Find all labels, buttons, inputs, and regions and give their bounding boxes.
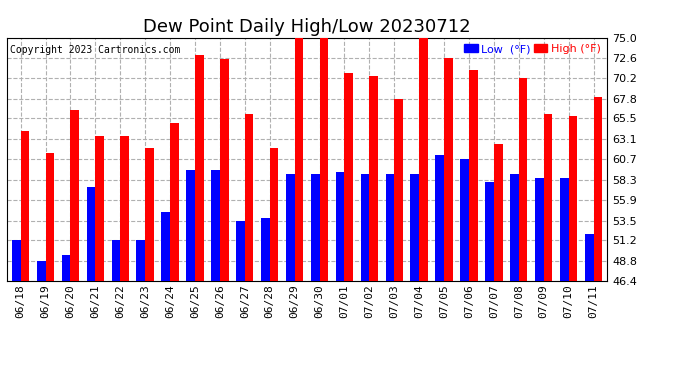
Bar	[70, 110, 79, 375]
Bar	[519, 78, 527, 375]
Bar	[220, 59, 228, 375]
Legend: Low  (°F), High (°F): Low (°F), High (°F)	[460, 40, 605, 58]
Bar	[411, 174, 419, 375]
Bar	[585, 234, 593, 375]
Bar	[61, 255, 70, 375]
Bar	[593, 97, 602, 375]
Bar	[494, 144, 502, 375]
Bar	[261, 218, 270, 375]
Bar	[369, 76, 378, 375]
Bar	[137, 240, 145, 375]
Title: Dew Point Daily High/Low 20230712: Dew Point Daily High/Low 20230712	[144, 18, 471, 36]
Bar	[336, 172, 344, 375]
Bar	[161, 212, 170, 375]
Bar	[270, 148, 278, 375]
Bar	[245, 114, 253, 375]
Bar	[95, 135, 104, 375]
Bar	[120, 135, 129, 375]
Bar	[87, 187, 95, 375]
Bar	[295, 38, 304, 375]
Bar	[510, 174, 519, 375]
Bar	[361, 174, 369, 375]
Bar	[386, 174, 394, 375]
Bar	[344, 73, 353, 375]
Bar	[37, 261, 46, 375]
Bar	[435, 155, 444, 375]
Bar	[460, 159, 469, 375]
Bar	[211, 170, 220, 375]
Bar	[444, 58, 453, 375]
Bar	[535, 178, 544, 375]
Bar	[145, 148, 154, 375]
Bar	[560, 178, 569, 375]
Bar	[485, 182, 494, 375]
Bar	[419, 38, 428, 375]
Bar	[170, 123, 179, 375]
Bar	[310, 174, 319, 375]
Bar	[21, 131, 29, 375]
Bar	[112, 240, 120, 375]
Bar	[569, 116, 578, 375]
Bar	[469, 70, 477, 375]
Bar	[186, 170, 195, 375]
Bar	[544, 114, 553, 375]
Bar	[286, 174, 295, 375]
Text: Copyright 2023 Cartronics.com: Copyright 2023 Cartronics.com	[10, 45, 180, 55]
Bar	[319, 38, 328, 375]
Bar	[195, 54, 204, 375]
Bar	[46, 153, 55, 375]
Bar	[12, 240, 21, 375]
Bar	[236, 221, 245, 375]
Bar	[394, 99, 403, 375]
